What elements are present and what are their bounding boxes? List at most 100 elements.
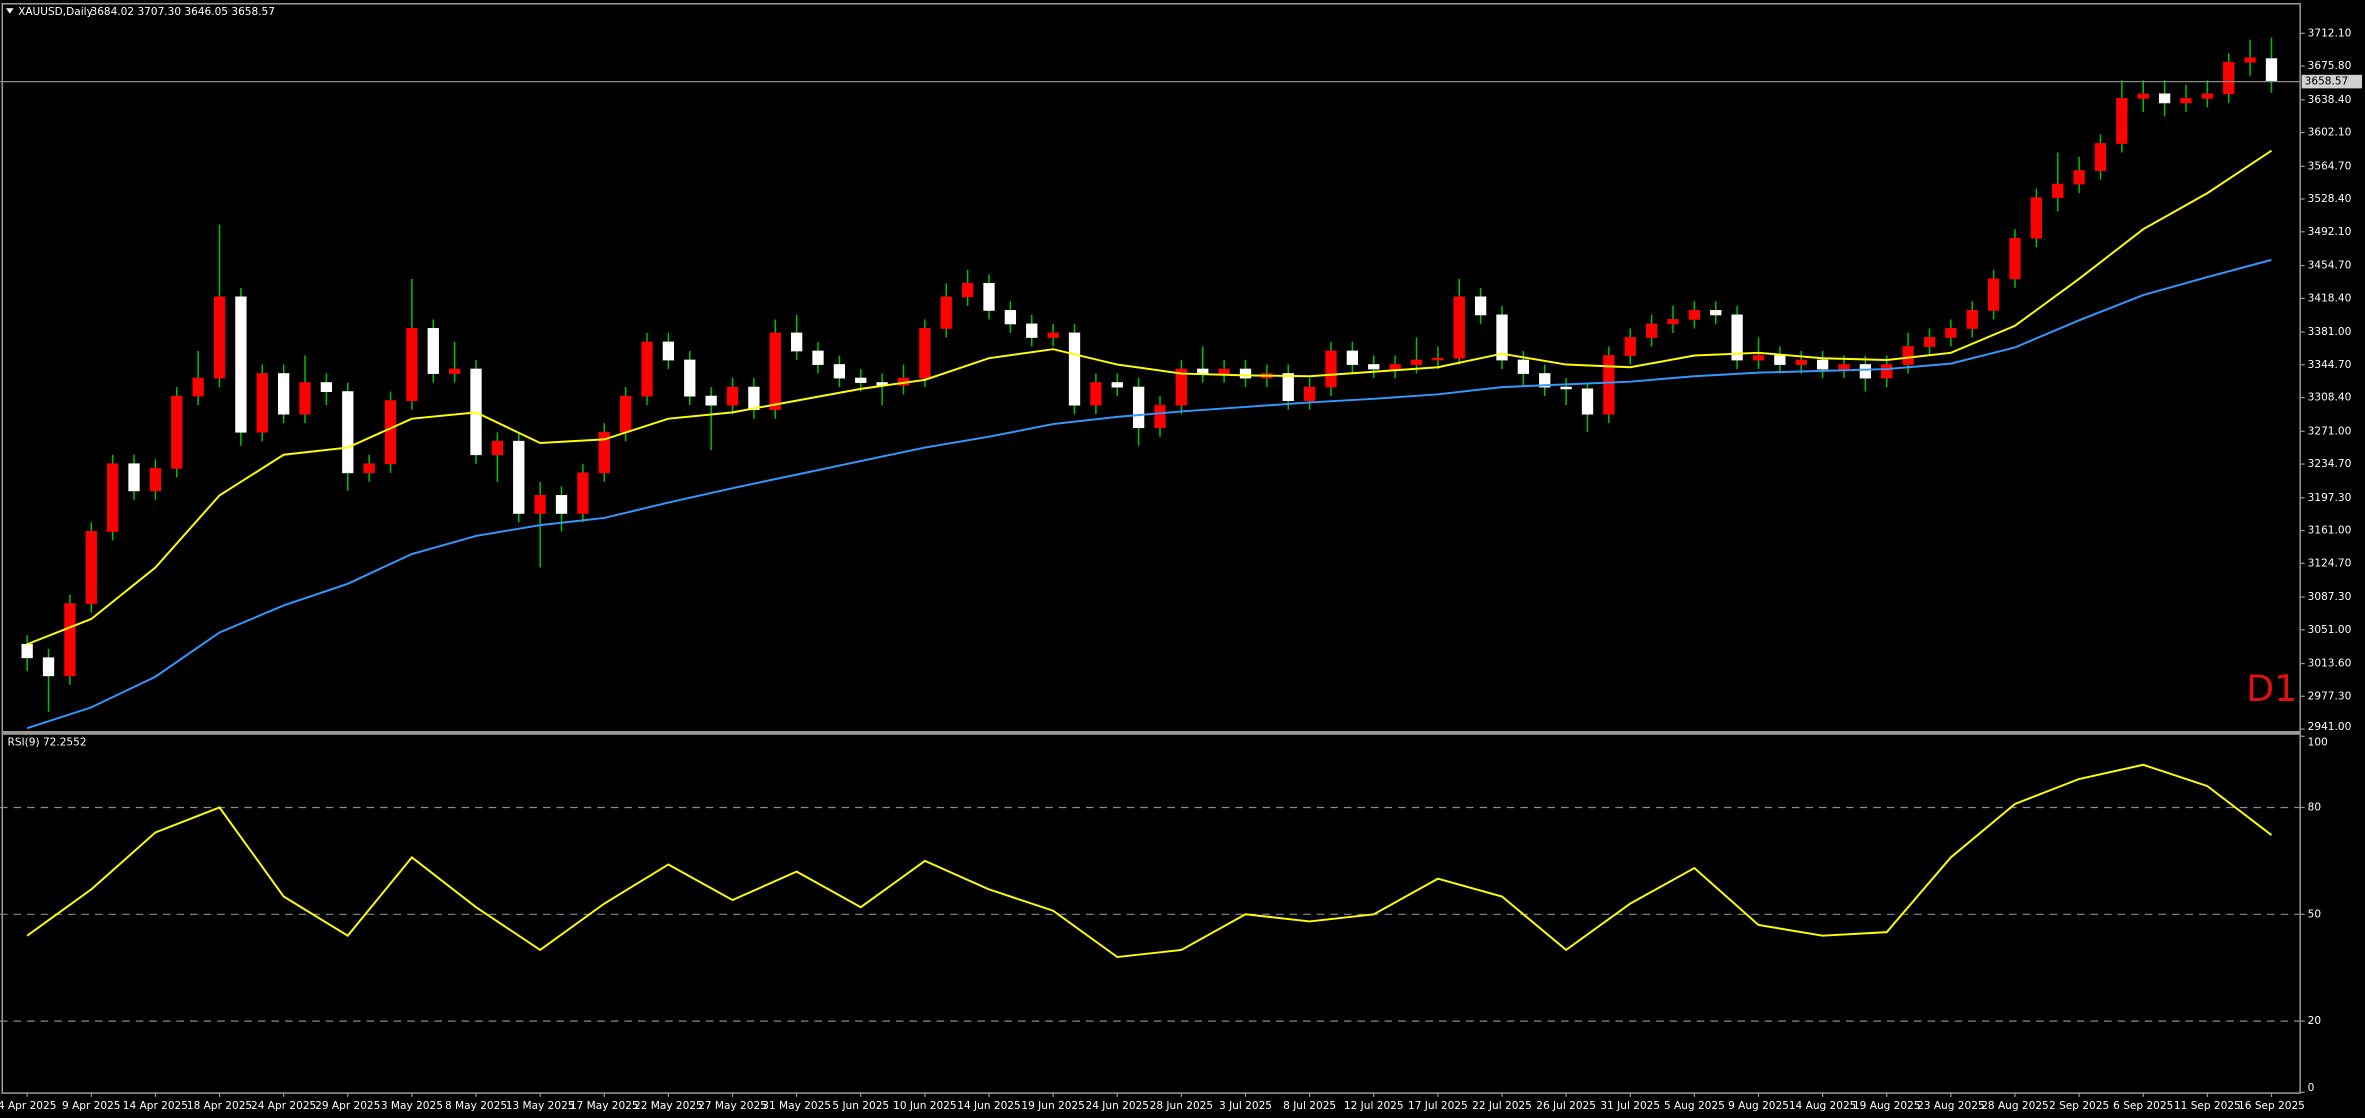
candle-body xyxy=(2265,58,2278,82)
x-tick-label: 5 Jun 2025 xyxy=(832,1100,889,1112)
candle-body xyxy=(2116,97,2128,144)
indicator-title: RSI(9) 72.2552 xyxy=(8,736,87,748)
candle-body xyxy=(1752,355,1765,361)
y-tick-label: 3271.00 xyxy=(2308,425,2352,437)
candle-body xyxy=(555,494,568,514)
y-tick-label: 3013.60 xyxy=(2308,658,2352,670)
candle-body xyxy=(961,282,974,298)
x-tick-label: 19 Jun 2025 xyxy=(1021,1100,1084,1112)
y-tick-label: 3492.10 xyxy=(2308,226,2352,238)
candle-body xyxy=(1945,328,1957,338)
candle-body xyxy=(1047,332,1059,338)
candle-body xyxy=(256,373,268,433)
candle-body xyxy=(1795,359,1807,365)
candle-body xyxy=(1560,386,1572,390)
candle-body xyxy=(1731,314,1743,361)
y-tick-label: 2941.00 xyxy=(2308,721,2352,733)
y-tick-label: 3602.10 xyxy=(2308,127,2352,139)
candle-body xyxy=(1581,388,1594,415)
timeframe-label: D1 xyxy=(2246,667,2297,710)
candle-body xyxy=(1667,319,1679,325)
candle-body xyxy=(2094,143,2107,171)
candle-body xyxy=(106,463,119,532)
candle-body xyxy=(1688,310,1701,320)
candle-body xyxy=(320,382,333,392)
x-tick-label: 4 Apr 2025 xyxy=(0,1100,56,1112)
x-tick-label: 14 Aug 2025 xyxy=(1789,1100,1857,1112)
candle-body xyxy=(769,332,781,411)
candle-body xyxy=(1902,346,1914,365)
x-tick-label: 29 Apr 2025 xyxy=(315,1100,380,1112)
candle-body xyxy=(1239,368,1252,379)
y-tick-label: 3197.30 xyxy=(2308,492,2352,504)
y-tick-label: 0 xyxy=(2308,1082,2315,1094)
candle-body xyxy=(1068,332,1081,406)
candle-body xyxy=(1004,310,1017,325)
candle-body xyxy=(2073,170,2085,185)
candle-body xyxy=(1774,355,1786,365)
candle-body xyxy=(1496,314,1508,361)
candle-body xyxy=(1987,278,2000,311)
x-tick-label: 28 Aug 2025 xyxy=(1981,1100,2049,1112)
candle-body xyxy=(42,657,55,677)
candle-body xyxy=(2201,93,2214,99)
menu-arrow[interactable] xyxy=(6,8,14,14)
ohlc-info: 3684.02 3707.30 3646.05 3658.57 xyxy=(90,6,274,18)
candle-body xyxy=(919,328,931,379)
candle-body xyxy=(192,377,204,397)
y-tick-label: 3712.10 xyxy=(2308,27,2352,39)
candle-body xyxy=(427,328,439,374)
candle-body xyxy=(1132,386,1145,429)
candle-body xyxy=(342,391,354,474)
line-series xyxy=(26,258,2272,730)
candle-body xyxy=(1154,404,1166,429)
y-tick-label: 3454.70 xyxy=(2308,260,2352,272)
x-tick-label: 12 Jul 2025 xyxy=(1344,1100,1404,1112)
y-tick-label: 50 xyxy=(2308,908,2322,920)
candle-body xyxy=(577,472,589,514)
candle-body xyxy=(1346,350,1359,365)
candle-body xyxy=(277,373,290,415)
y-tick-label: 3381.00 xyxy=(2308,326,2352,338)
y-tick-label: 3161.00 xyxy=(2308,525,2352,537)
candle-body xyxy=(1410,359,1423,365)
candle-body xyxy=(2137,93,2149,99)
price-label: 3658.57 xyxy=(2305,76,2349,88)
candle-body xyxy=(406,328,418,401)
candle-body xyxy=(2052,183,2064,198)
candle-body xyxy=(1175,368,1188,406)
candle-body xyxy=(1474,296,1487,316)
x-tick-label: 23 Aug 2025 xyxy=(1917,1100,1985,1112)
x-tick-label: 9 Aug 2025 xyxy=(1728,1100,1789,1112)
candle-body xyxy=(149,467,162,492)
candle-body xyxy=(21,643,33,659)
y-tick-label: 3564.70 xyxy=(2308,160,2352,172)
panel-separator xyxy=(1,731,2301,735)
x-tick-label: 27 May 2025 xyxy=(698,1100,767,1112)
candle-body xyxy=(1389,364,1401,370)
candle-body xyxy=(171,395,183,469)
y-tick-label: 3638.40 xyxy=(2308,94,2352,106)
x-tick-label: 6 Sep 2025 xyxy=(2113,1100,2173,1112)
price-label-box xyxy=(2301,74,2362,89)
candle-body xyxy=(705,395,717,406)
x-tick-label: 10 Jun 2025 xyxy=(893,1100,956,1112)
x-tick-label: 18 Apr 2025 xyxy=(187,1100,252,1112)
x-tick-label: 8 Jul 2025 xyxy=(1283,1100,1336,1112)
candle-body xyxy=(1859,364,1872,379)
candle-body xyxy=(1539,373,1551,388)
candle-body xyxy=(641,341,653,397)
candle-body xyxy=(812,350,824,365)
x-tick-label: 19 Aug 2025 xyxy=(1853,1100,1921,1112)
y-tick-label: 3087.30 xyxy=(2308,591,2352,603)
y-tick-label: 3308.40 xyxy=(2308,392,2352,404)
candle-body xyxy=(1966,310,1978,329)
candle-body xyxy=(2158,93,2171,104)
candle-body xyxy=(448,368,461,374)
candle-body xyxy=(1645,323,1658,338)
y-tick-label: 3344.70 xyxy=(2308,359,2352,371)
candle-body xyxy=(983,282,995,311)
candle-body xyxy=(213,296,226,379)
